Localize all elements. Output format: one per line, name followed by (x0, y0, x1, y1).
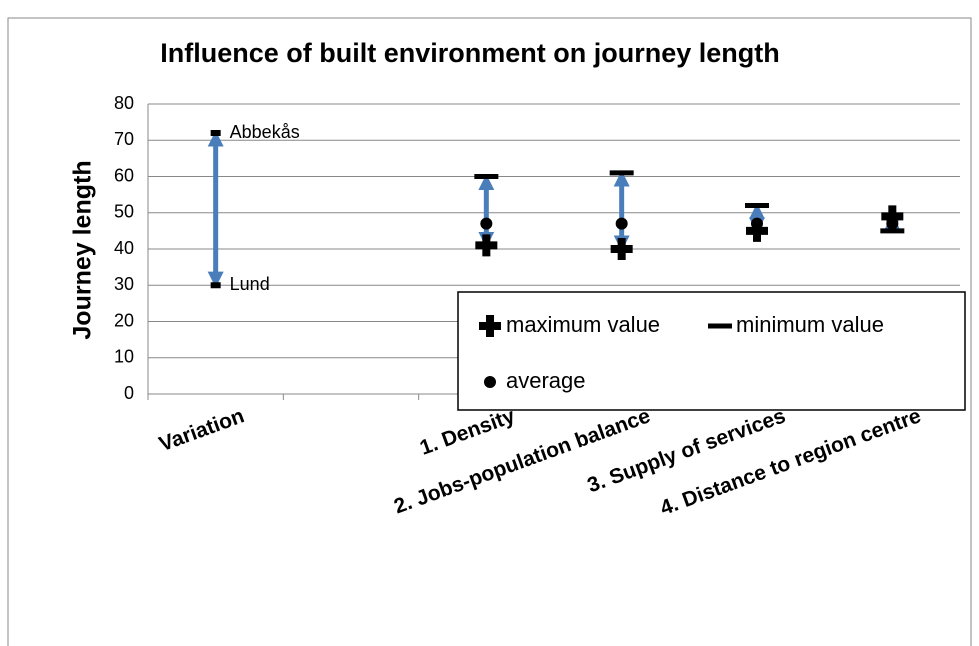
dot-marker (615, 217, 628, 230)
annotation-label: Lund (230, 274, 270, 294)
plus-marker (746, 219, 768, 242)
plus-marker (881, 205, 904, 228)
dot-marker (480, 217, 493, 230)
y-tick-label: 50 (114, 202, 134, 222)
legend-label: maximum value (506, 312, 660, 337)
y-tick-label: 80 (114, 93, 134, 113)
dash-marker (474, 174, 499, 179)
y-tick-label: 60 (114, 165, 134, 185)
legend-marker (708, 323, 732, 329)
plus-marker (475, 234, 498, 257)
plus-marker (610, 238, 633, 260)
dash-marker (609, 170, 634, 176)
y-tick-label: 20 (114, 310, 134, 330)
legend-marker (479, 315, 501, 337)
y-tick-label: 70 (114, 129, 134, 149)
legend-label: average (506, 368, 586, 393)
dot-marker (886, 217, 899, 230)
dash-marker (745, 203, 769, 208)
annotation-point (210, 282, 221, 289)
y-tick-label: 10 (114, 347, 134, 367)
legend-label: minimum value (736, 312, 884, 337)
legend-marker (484, 376, 496, 388)
annotation-point (210, 130, 221, 136)
y-tick-label: 30 (114, 274, 134, 294)
y-tick-label: 0 (124, 383, 134, 403)
chart-title: Influence of built environment on journe… (160, 38, 780, 68)
y-tick-label: 40 (114, 238, 134, 258)
y-axis-label: Journey length (69, 160, 97, 339)
annotation-label: Abbekås (230, 122, 300, 142)
dash-marker (880, 228, 905, 234)
legend-box (457, 291, 966, 411)
dot-marker (751, 217, 763, 230)
